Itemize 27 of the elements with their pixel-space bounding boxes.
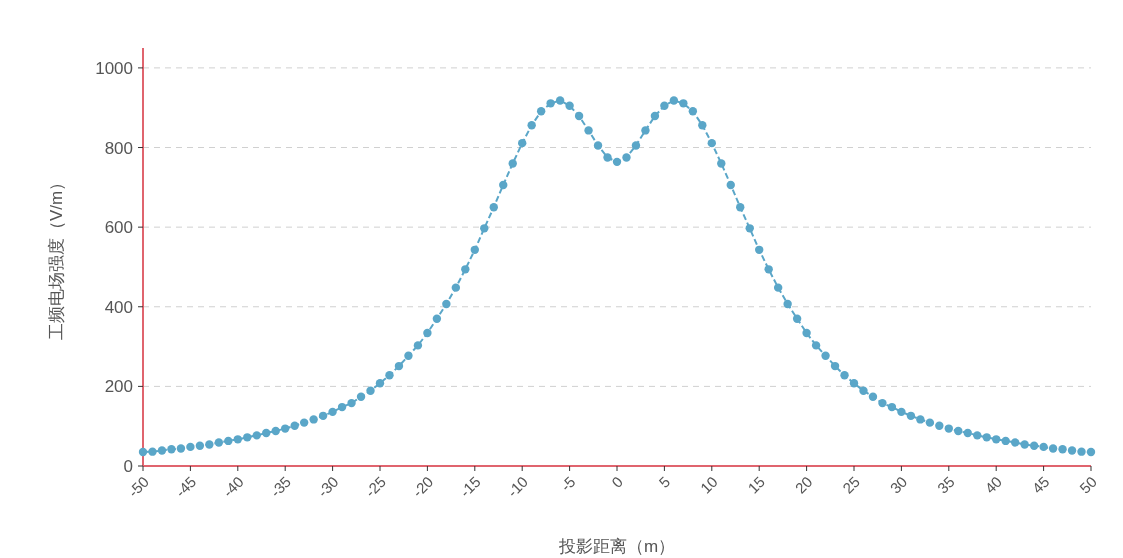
y-tick-label: 800 [104,138,133,158]
x-tick-label: -10 [503,472,532,501]
x-tick-label: 30 [886,472,911,497]
x-tick-label: -45 [171,472,200,501]
x-tick-label: 10 [696,472,721,497]
y-tick-label: 400 [104,297,133,317]
x-axis-title: 投影距离（m） [557,537,676,556]
x-tick-label: 20 [791,472,816,497]
x-tick-label: -35 [266,472,295,501]
x-tick-label: 15 [744,472,769,497]
x-tick-label: 5 [655,472,674,491]
x-tick-label: 50 [1076,472,1100,497]
y-axis-title: 工频电场强度（V/m） [47,173,66,341]
x-tick-label: -40 [219,472,247,501]
x-tick-label: -5 [557,472,579,495]
x-tick-label: -25 [361,472,389,501]
y-tick-label: 600 [104,218,133,238]
x-tick-label: -30 [314,472,342,501]
x-tick-label: 40 [981,472,1006,497]
x-tick-label: 35 [933,472,958,497]
x-tick-label: -15 [456,472,484,501]
x-tick-label: -20 [408,472,437,501]
x-tick-label: 45 [1028,472,1053,497]
x-tick-label: 25 [839,472,863,497]
y-tick-label: 200 [104,377,133,397]
y-tick-label: 1000 [95,58,133,78]
x-tick-label: 0 [608,472,626,491]
